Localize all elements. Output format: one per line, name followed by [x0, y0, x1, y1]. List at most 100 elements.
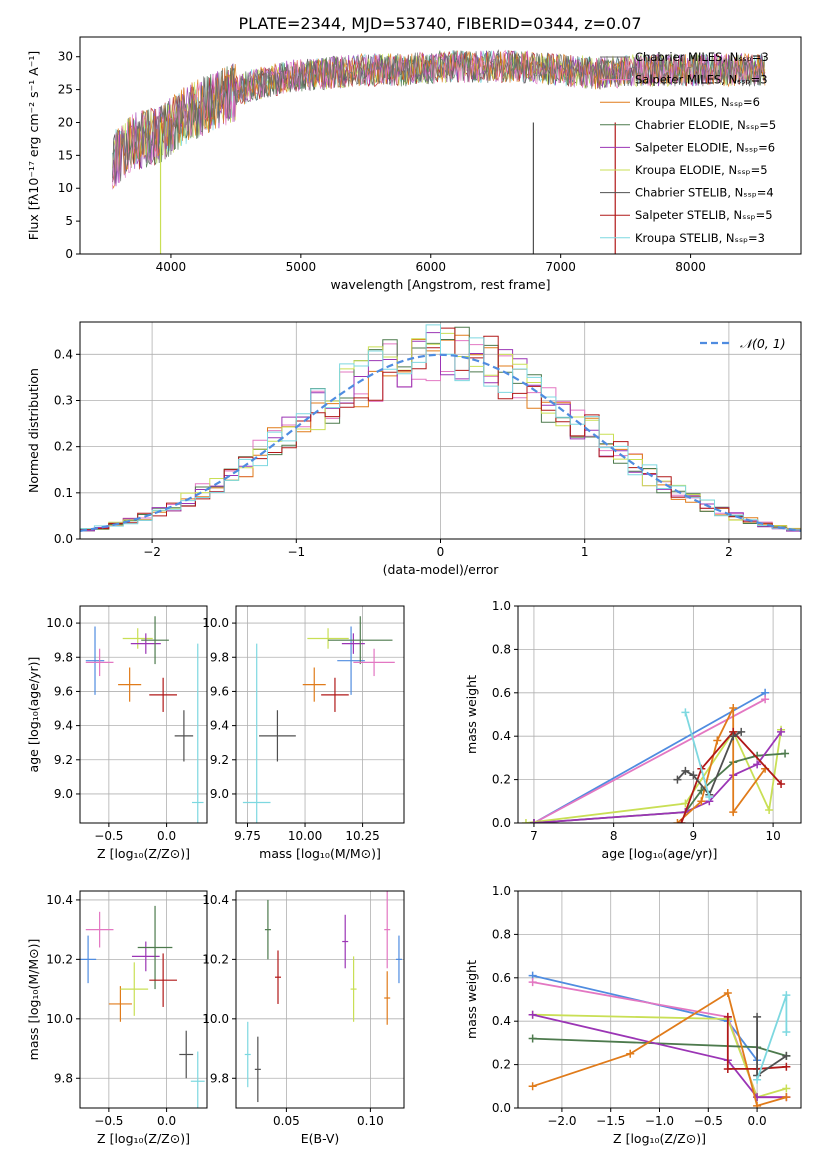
x-axis-label: (data-model)/error [383, 562, 500, 577]
plus-marker [529, 819, 538, 823]
x-axis-label: Z [log₁₀(Z/Z⊙)] [613, 1131, 706, 1146]
plot-area [521, 688, 790, 823]
y-tick-label: 25 [58, 83, 73, 97]
errorbar-point [130, 633, 161, 654]
errorbar-point [384, 891, 391, 969]
x-tick-label: −0.5 [94, 829, 123, 843]
x-tick-label: 7000 [545, 260, 576, 274]
y-tick-label: 9.6 [54, 684, 73, 698]
y-tick-label: 10.4 [202, 893, 229, 907]
plus-marker [753, 1012, 762, 1021]
spectrum-line [112, 50, 766, 184]
y-tick-label: 10.0 [202, 616, 229, 630]
x-tick-label: 8 [610, 829, 618, 843]
spectrum-legend: Chabrier MILES, Nₛₛₚ=3 Salpeter MILES, Nₛ… [600, 50, 776, 245]
errorbar-point [85, 911, 114, 948]
x-tick-label: 0 [437, 545, 445, 559]
y-tick-label: 9.8 [54, 650, 73, 664]
plot-area [528, 971, 791, 1108]
y-axis-label: mass weight [464, 960, 479, 1039]
y-tick-label: 0.0 [492, 1101, 511, 1115]
plot-area [112, 49, 766, 254]
plus-marker [681, 708, 690, 717]
y-tick-label: 30 [58, 50, 73, 64]
legend-entry: Chabrier MILES, Nₛₛₚ=3 [635, 50, 769, 64]
plus-marker [626, 1049, 635, 1058]
y-tick-label: 0.6 [492, 971, 511, 985]
figure-title: PLATE=2344, MJD=53740, FIBERID=0344, z=0… [238, 14, 641, 33]
plus-marker [753, 1101, 762, 1108]
errorbar-point [259, 710, 296, 762]
plus-marker [697, 797, 706, 806]
y-tick-label: 9.4 [210, 719, 229, 733]
x-tick-label: −1 [287, 545, 305, 559]
histogram-step [80, 324, 801, 531]
y-tick-label: 0.3 [54, 393, 73, 407]
gaussian-curve [80, 353, 801, 532]
errorbar-point [85, 626, 105, 695]
weight-line [680, 730, 782, 823]
axes-frame [517, 605, 802, 824]
y-tick-label: 9.6 [210, 684, 229, 698]
x-axis-label: age [log₁₀(age/yr)] [602, 846, 718, 861]
errorbar-point [149, 953, 177, 1007]
plus-marker [723, 1012, 732, 1021]
y-tick-label: 0.4 [492, 1014, 511, 1028]
errorbar-point [191, 643, 204, 823]
errorbar-point [122, 628, 153, 649]
x-tick-label: 10.00 [288, 829, 322, 843]
plus-marker [753, 1075, 762, 1084]
y-axis-label: Normed distribution [26, 368, 41, 493]
y-tick-label: 10.2 [46, 952, 73, 966]
plot-area [244, 891, 402, 1103]
y-axis-label: mass weight [464, 675, 479, 754]
errorbar-point [174, 710, 194, 762]
residuals-legend: 𝒩(0, 1) [700, 336, 786, 351]
errorbar-point [341, 633, 365, 654]
legend-entry: Salpeter ELODIE, Nₛₛₚ=6 [635, 140, 775, 154]
plus-marker [528, 1010, 537, 1019]
x-tick-label: 2 [725, 545, 733, 559]
y-tick-label: 0.8 [492, 642, 511, 656]
errorbar-point [80, 935, 97, 984]
plus-marker [521, 819, 530, 823]
legend-entry: Kroupa MILES, Nₛₛₚ=6 [635, 95, 760, 109]
errorbar-point [302, 667, 326, 702]
plot-age-vs-mass: 9.75 10.00 10.25 9.0 9.2 9.4 9.6 9.8 10.0 mass [l… [202, 605, 405, 861]
errorbar-point [141, 616, 169, 665]
plot-mass-vs-EBV: 0.05 0.10 9.8 10.0 10.2 10.4 E(B-V) [202, 890, 405, 1146]
errorbar-point [321, 677, 349, 712]
spectrum-line [112, 49, 766, 190]
errorbar-point [328, 616, 393, 665]
weight-line [533, 692, 766, 823]
y-tick-label: 0.2 [54, 440, 73, 454]
errorbar-point [264, 899, 271, 960]
axes-frame [79, 605, 208, 824]
y-tick-label: 9.2 [54, 753, 73, 767]
plus-marker [528, 978, 537, 987]
y-axis-label: mass [log₁₀(M/M⊙)] [26, 939, 41, 1061]
x-tick-label: −2.0 [547, 1114, 576, 1128]
y-tick-label: 9.8 [210, 650, 229, 664]
y-tick-label: 1.0 [492, 599, 511, 613]
plus-marker [677, 819, 686, 823]
errorbar-point [342, 914, 349, 969]
weight-line [533, 731, 782, 823]
y-tick-label: 10 [58, 181, 73, 195]
y-tick-label: 20 [58, 115, 73, 129]
x-axis-label: mass [log₁₀(M/M⊙)] [259, 846, 381, 861]
axes-frame [235, 605, 405, 824]
errorbar-point [254, 1036, 261, 1103]
x-tick-label: 8000 [675, 260, 706, 274]
y-tick-label: 10.0 [202, 1012, 229, 1026]
x-axis-label: E(B-V) [301, 1131, 340, 1146]
plus-marker [753, 760, 762, 769]
y-tick-label: 9.8 [54, 1071, 73, 1085]
plus-marker [761, 695, 770, 704]
errorbar-point [120, 962, 149, 1016]
x-tick-label: −1.0 [645, 1114, 674, 1128]
x-tick-label: 0.10 [357, 1114, 384, 1128]
plus-marker [713, 736, 722, 745]
errorbar-point [190, 1051, 205, 1108]
